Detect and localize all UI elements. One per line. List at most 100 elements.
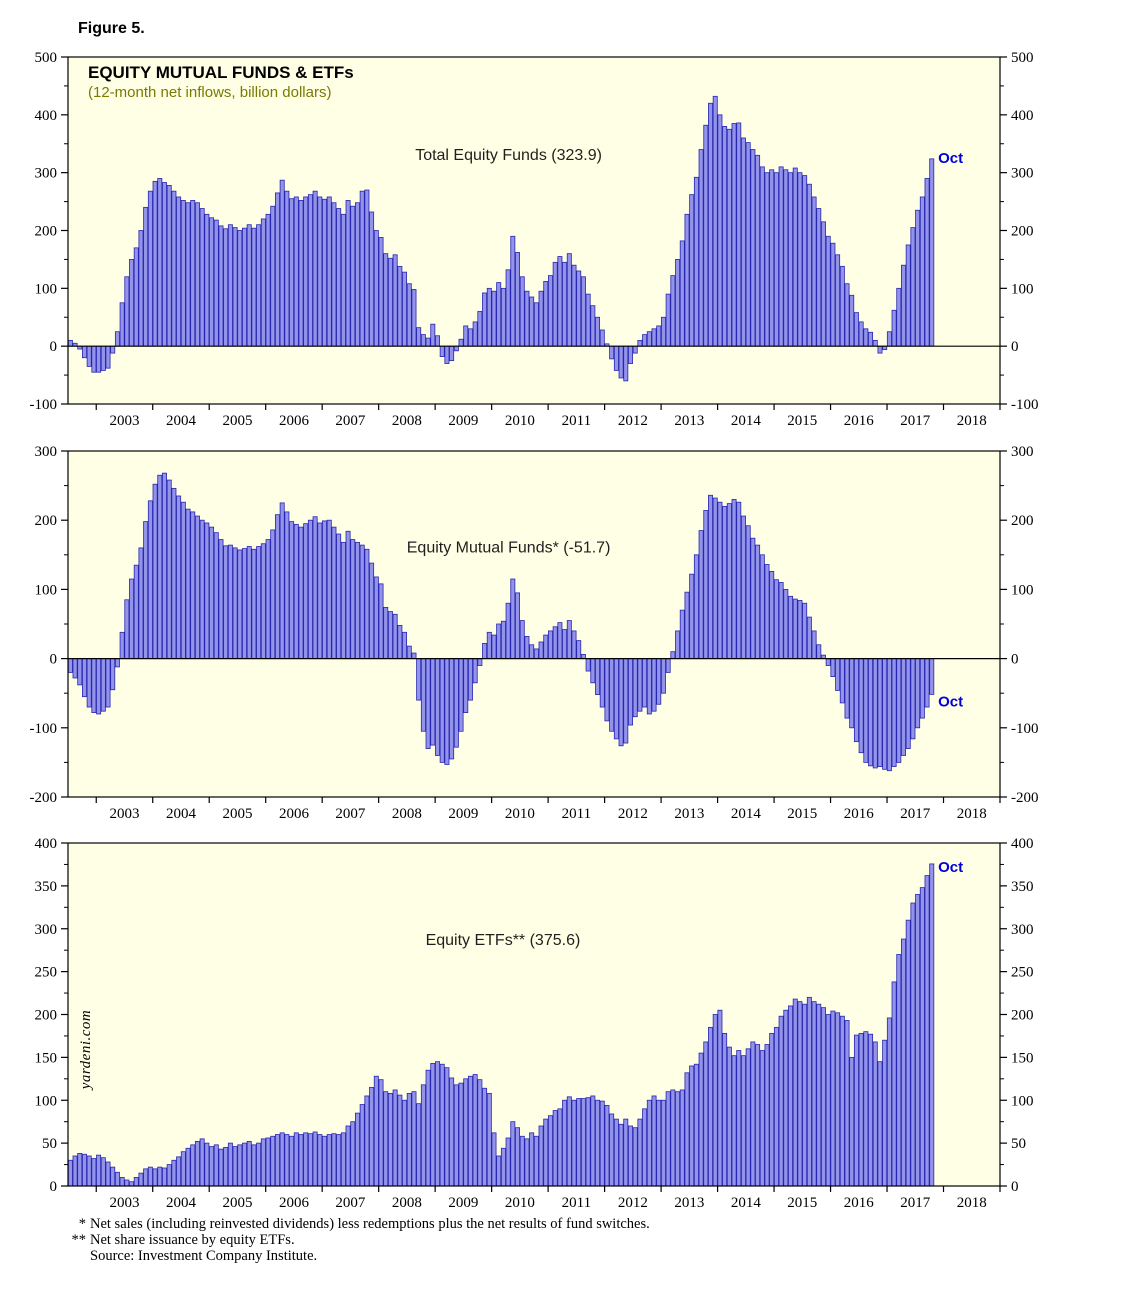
svg-text:2004: 2004: [166, 806, 197, 822]
svg-text:150: 150: [35, 1050, 58, 1066]
svg-text:200: 200: [1011, 1008, 1034, 1024]
svg-text:Oct: Oct: [938, 150, 963, 167]
footnotes: * Net sales (including reinvested divide…: [62, 1216, 1042, 1264]
svg-text:100: 100: [35, 1093, 58, 1109]
svg-text:2017: 2017: [900, 806, 931, 822]
figure-label: Figure 5.: [78, 20, 145, 37]
svg-text:0: 0: [1011, 339, 1019, 355]
svg-text:2017: 2017: [900, 413, 931, 429]
svg-text:200: 200: [35, 224, 58, 240]
svg-text:2013: 2013: [674, 1195, 704, 1211]
svg-text:400: 400: [35, 836, 58, 852]
svg-text:300: 300: [35, 166, 58, 182]
svg-text:500: 500: [35, 50, 58, 66]
svg-text:2018: 2018: [957, 413, 987, 429]
svg-text:2007: 2007: [335, 413, 366, 429]
svg-text:250: 250: [35, 965, 58, 981]
svg-text:yardeni.com: yardeni.com: [78, 1010, 94, 1092]
svg-text:Total Equity Funds (323.9): Total Equity Funds (323.9): [415, 147, 602, 164]
svg-text:50: 50: [42, 1136, 57, 1152]
svg-text:2017: 2017: [900, 1195, 931, 1211]
svg-text:2010: 2010: [505, 413, 535, 429]
svg-text:200: 200: [1011, 513, 1034, 529]
svg-text:2007: 2007: [335, 1195, 366, 1211]
svg-text:2010: 2010: [505, 1195, 535, 1211]
svg-text:-200: -200: [1011, 790, 1039, 806]
svg-text:2003: 2003: [109, 413, 139, 429]
svg-text:Oct: Oct: [938, 694, 963, 711]
svg-text:400: 400: [1011, 836, 1034, 852]
svg-text:2006: 2006: [279, 413, 310, 429]
svg-text:Equity ETFs** (375.6): Equity ETFs** (375.6): [426, 932, 581, 949]
svg-text:EQUITY MUTUAL FUNDS & ETFs: EQUITY MUTUAL FUNDS & ETFs: [88, 63, 354, 82]
chart-equity-mutual-funds: -200 -200 -100 -100 0 0 100 100 200 200 300 300 2003…: [30, 444, 1039, 822]
svg-text:2008: 2008: [392, 1195, 422, 1211]
svg-text:2007: 2007: [335, 806, 366, 822]
svg-text:2008: 2008: [392, 806, 422, 822]
svg-text:400: 400: [1011, 108, 1034, 124]
svg-text:2014: 2014: [731, 1195, 762, 1211]
svg-text:350: 350: [35, 879, 58, 895]
svg-text:2003: 2003: [109, 1195, 139, 1211]
svg-text:2016: 2016: [844, 413, 875, 429]
svg-text:2005: 2005: [222, 1195, 252, 1211]
svg-text:0: 0: [50, 1179, 58, 1195]
svg-text:300: 300: [1011, 166, 1034, 182]
chart-equity-etfs: 0 0 50 50 100 100 150 150 200 200 250 250 300 300 350 3…: [35, 836, 1034, 1211]
footnote-marker: [62, 1248, 90, 1264]
svg-text:2011: 2011: [562, 413, 591, 429]
footnote-text: Net share issuance by equity ETFs.: [90, 1232, 295, 1248]
svg-text:2011: 2011: [562, 1195, 591, 1211]
svg-text:100: 100: [1011, 582, 1034, 598]
svg-text:350: 350: [1011, 879, 1034, 895]
svg-text:2016: 2016: [844, 806, 875, 822]
svg-text:250: 250: [1011, 965, 1034, 981]
svg-text:-100: -100: [30, 397, 58, 413]
source-text: Source: Investment Company Institute.: [90, 1248, 318, 1264]
svg-text:2005: 2005: [222, 806, 252, 822]
svg-text:2016: 2016: [844, 1195, 875, 1211]
svg-text:50: 50: [1011, 1136, 1026, 1152]
svg-text:100: 100: [1011, 1093, 1034, 1109]
svg-text:2012: 2012: [618, 413, 648, 429]
svg-text:2015: 2015: [787, 413, 817, 429]
footnote-marker: **: [71, 1232, 87, 1248]
svg-text:100: 100: [35, 582, 58, 598]
svg-text:100: 100: [1011, 281, 1034, 297]
svg-text:500: 500: [1011, 50, 1034, 66]
svg-text:2018: 2018: [957, 806, 987, 822]
svg-text:2015: 2015: [787, 806, 817, 822]
svg-text:0: 0: [50, 339, 58, 355]
svg-text:2012: 2012: [618, 1195, 648, 1211]
svg-text:2005: 2005: [222, 413, 252, 429]
footnote-text: Net sales (including reinvested dividend…: [90, 1216, 650, 1232]
svg-text:300: 300: [35, 444, 58, 460]
svg-text:150: 150: [1011, 1050, 1034, 1066]
svg-text:400: 400: [35, 108, 58, 124]
svg-text:2018: 2018: [957, 1195, 987, 1211]
svg-text:2013: 2013: [674, 806, 704, 822]
svg-text:-100: -100: [30, 721, 58, 737]
svg-text:200: 200: [35, 1008, 58, 1024]
svg-text:Oct: Oct: [938, 859, 963, 876]
svg-text:300: 300: [35, 922, 58, 938]
svg-text:2013: 2013: [674, 413, 704, 429]
svg-text:-200: -200: [30, 790, 58, 806]
svg-text:200: 200: [35, 513, 58, 529]
svg-text:2006: 2006: [279, 806, 310, 822]
svg-text:Equity Mutual Funds* (-51.7): Equity Mutual Funds* (-51.7): [407, 540, 611, 557]
svg-text:2012: 2012: [618, 806, 648, 822]
svg-text:0: 0: [1011, 1179, 1019, 1195]
svg-text:2006: 2006: [279, 1195, 310, 1211]
footnote-marker: *: [78, 1216, 86, 1232]
svg-text:2008: 2008: [392, 413, 422, 429]
svg-text:2004: 2004: [166, 413, 197, 429]
svg-text:2009: 2009: [448, 413, 478, 429]
svg-text:2009: 2009: [448, 1195, 478, 1211]
svg-text:300: 300: [1011, 444, 1034, 460]
svg-text:2010: 2010: [505, 806, 535, 822]
svg-text:300: 300: [1011, 922, 1034, 938]
svg-text:-100: -100: [1011, 397, 1039, 413]
svg-text:2014: 2014: [731, 806, 762, 822]
